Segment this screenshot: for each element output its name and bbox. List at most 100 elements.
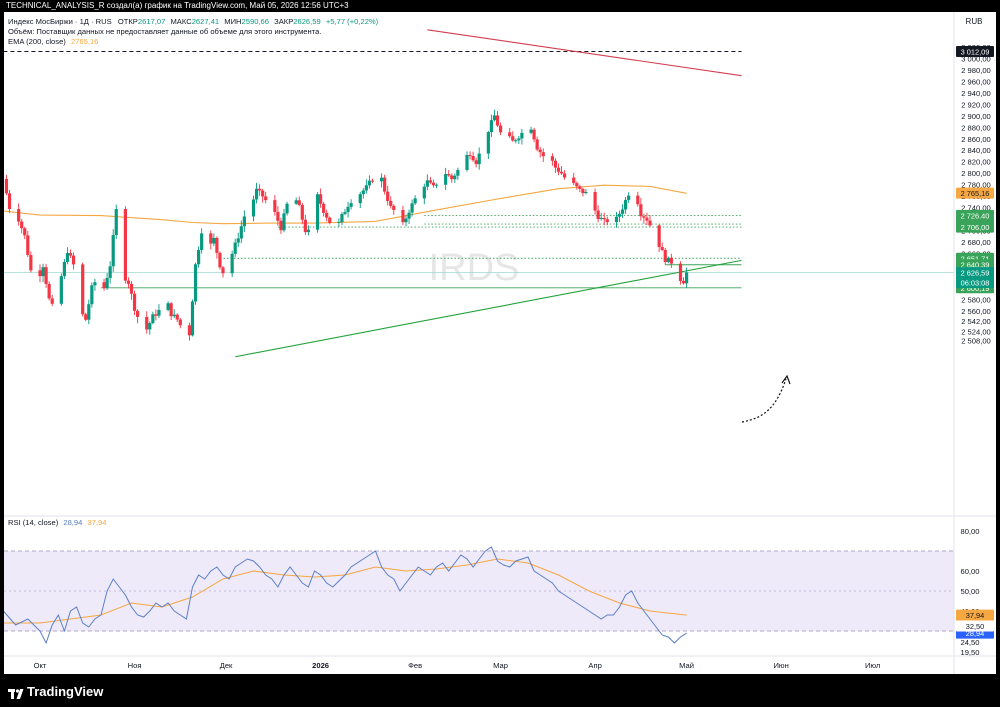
candle-up: [614, 216, 619, 223]
candle-up: [114, 209, 118, 236]
candle-up: [315, 194, 320, 230]
price-tick-label: 2 920,00: [961, 100, 991, 109]
legend-close-label: ЗАКР: [274, 17, 293, 26]
price-tick-label: 2 980,00: [961, 66, 991, 75]
candle-down: [20, 221, 24, 229]
candle-up: [465, 155, 469, 170]
candle-down: [383, 177, 387, 192]
candle-up: [251, 199, 256, 217]
countdown-badge-bg: [956, 277, 994, 289]
chart-area[interactable]: IRDS 3 020,003 000,002 980,002 960,002 9…: [3, 12, 996, 674]
candle-up: [197, 250, 201, 265]
chart-svg[interactable]: IRDS 3 020,003 000,002 980,002 960,002 9…: [3, 12, 996, 674]
candle-up: [343, 212, 347, 214]
publish-caption: TECHNICAL_ANALYSIS_R создал(а) график на…: [6, 1, 349, 10]
price-tick-label: 2 800,00: [961, 169, 991, 178]
candle-up: [627, 195, 631, 200]
candle-up: [685, 272, 689, 284]
price-badge: 2 640,39: [961, 261, 990, 270]
candle-down: [681, 280, 686, 284]
time-tick-label: Ноя: [128, 661, 142, 670]
candle-down: [508, 132, 512, 137]
price-tick-label: 2 508,00: [961, 337, 991, 346]
candle-down: [297, 200, 301, 205]
candle-up: [254, 188, 259, 200]
forecast-arrow-head: [781, 374, 791, 385]
candle-down: [319, 194, 323, 204]
candle-down: [602, 217, 606, 220]
candle-down: [657, 225, 661, 247]
price-tick-label: 3 000,00: [961, 54, 991, 63]
candle-down: [386, 191, 390, 201]
candle-up: [620, 209, 625, 214]
candle-down: [325, 212, 329, 218]
candle-down: [129, 283, 134, 294]
candle-down: [187, 325, 192, 336]
candle-down: [38, 270, 42, 277]
candle-down: [636, 195, 640, 205]
time-tick-label: Мар: [493, 661, 508, 670]
candle-down: [645, 217, 649, 221]
candle-down: [511, 136, 515, 141]
price-badge-bg: [956, 46, 994, 58]
candle-up: [337, 221, 341, 223]
candle-down: [563, 173, 567, 178]
price-tick-label: 2 840,00: [961, 146, 991, 155]
time-tick-label: Июл: [865, 661, 880, 670]
candle-up: [90, 285, 94, 305]
candle-up: [617, 213, 622, 217]
candle-up: [346, 206, 350, 213]
tradingview-brand[interactable]: TradingView: [8, 684, 103, 699]
candle-up: [453, 175, 457, 180]
legend-ema-value: 2765,16: [71, 37, 98, 46]
price-tick-label: 2 780,00: [961, 181, 991, 190]
candle-up: [434, 184, 439, 186]
candle-up: [105, 277, 109, 289]
time-tick-label: Июн: [773, 661, 788, 670]
candle-up: [282, 213, 286, 231]
rsi-tick-label: 60,00: [960, 567, 979, 576]
candle-down: [145, 316, 149, 330]
candle-down: [660, 246, 664, 250]
candle-up: [172, 314, 176, 317]
candle-down: [303, 219, 307, 233]
candle-down: [495, 115, 500, 126]
time-axis[interactable]: Окт Ноя Дек 2026 Фев Мар Апр Май Июн Июл: [34, 661, 881, 670]
legend-high-label: МАКС: [170, 17, 192, 26]
candle-down: [29, 255, 33, 271]
candle-down: [575, 183, 579, 187]
candle-down: [532, 129, 536, 140]
candle-up: [584, 191, 588, 194]
time-tick-label: Апр: [588, 661, 601, 670]
candle-down: [154, 314, 158, 316]
legend-line-1: Индекс МосБиржи · 1Д · RUS ОТКР2617,07 М…: [8, 17, 379, 26]
candle-down: [642, 216, 646, 218]
candle-down: [550, 156, 554, 161]
price-tick-label: 2 880,00: [961, 123, 991, 132]
price-badge: 2 706,00: [961, 223, 990, 232]
candle-down: [17, 209, 21, 222]
price-tick-label: 2 680,00: [961, 238, 991, 247]
price-tick-label: 2 900,00: [961, 112, 991, 121]
candle-up: [444, 174, 448, 185]
candle-down: [669, 257, 673, 264]
candle-down: [322, 203, 326, 213]
candle-down: [68, 253, 73, 256]
candle-down: [389, 200, 393, 206]
candle-up: [294, 200, 298, 204]
candle-down: [178, 319, 182, 326]
candle-up: [666, 257, 670, 262]
trend-lines: [235, 29, 742, 358]
candle-down: [581, 188, 585, 194]
candle-up: [340, 213, 344, 222]
candle-down: [44, 267, 48, 284]
candle-up: [157, 309, 161, 316]
price-badge: 2 726,40: [961, 211, 990, 220]
rsi-badge: 37,94: [966, 611, 985, 620]
candle-down: [370, 180, 375, 182]
candle-down: [7, 193, 12, 210]
legend-ema: EMA (200, close) 2765,16: [8, 37, 98, 46]
countdown-badge: 06:03:08: [961, 279, 990, 288]
candle-up: [151, 314, 155, 324]
